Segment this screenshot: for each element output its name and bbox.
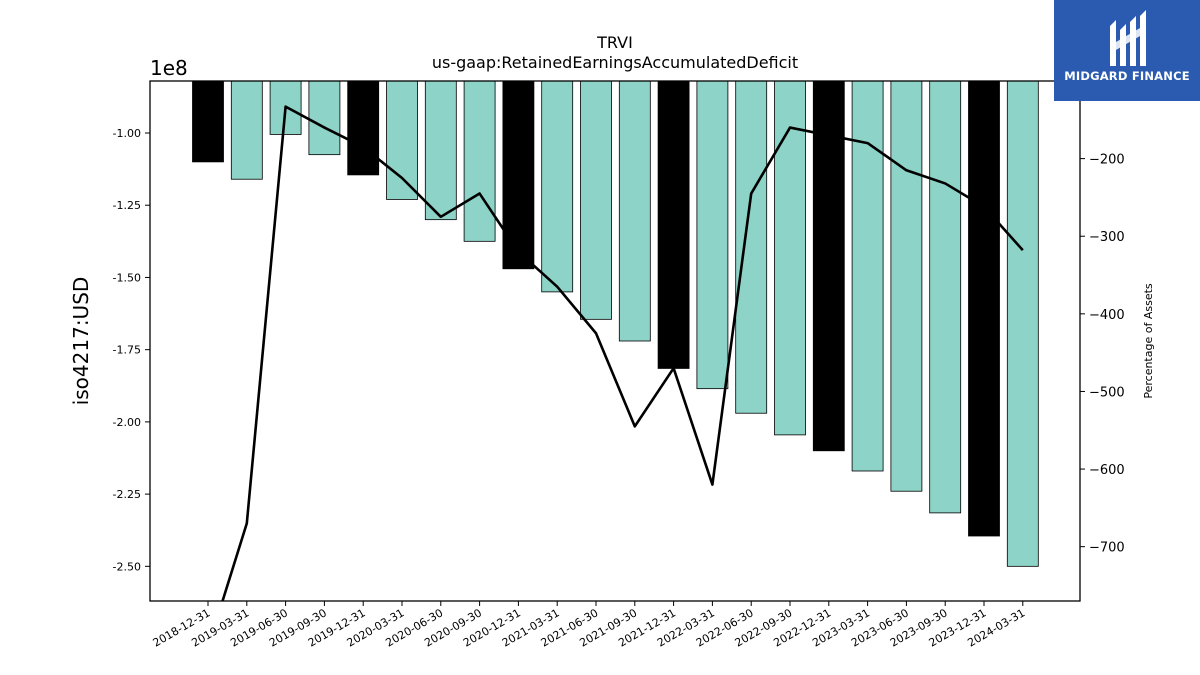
- y-right-tick-label: −600: [1089, 463, 1125, 478]
- plot-frame: [149, 80, 1081, 602]
- y-right-tick-label: −500: [1089, 385, 1125, 400]
- y-offset-label: 1e8: [150, 56, 188, 80]
- y-tick-label: -2.50: [113, 560, 141, 573]
- bar-2023-03-31: [851, 81, 884, 472]
- bar-2021-06-30: [580, 81, 612, 320]
- bar-2019-12-31: [347, 81, 380, 176]
- y-tick-label: -1.25: [113, 199, 141, 212]
- y-tick-label: -2.25: [113, 488, 141, 501]
- bar-2022-09-30: [774, 81, 806, 436]
- bar-series: [192, 81, 1039, 567]
- y-right-tick-label: −700: [1089, 541, 1125, 556]
- bar-2021-12-31: [657, 81, 690, 369]
- bar-2018-12-31: [192, 81, 224, 163]
- y-tick-label: -1.75: [113, 344, 141, 357]
- bar-2023-12-31: [968, 81, 1000, 537]
- y-tick-label: -1.00: [113, 127, 141, 140]
- bar-2020-06-30: [424, 81, 457, 221]
- y-right-tick-label: −300: [1089, 230, 1125, 245]
- bar-2022-03-31: [696, 81, 729, 390]
- bar-2022-12-31: [812, 81, 845, 452]
- bar-2022-06-30: [735, 81, 768, 414]
- bar-2021-09-30: [618, 81, 651, 342]
- y-tick-label: -2.00: [113, 416, 141, 429]
- bar-2019-03-31: [230, 81, 263, 180]
- chart-title: TRVI: [596, 33, 633, 52]
- midgard-logo-icon: [1110, 10, 1146, 66]
- bar-2023-06-30: [890, 81, 923, 492]
- brand-logo: MIDGARD FINANCE: [1054, 0, 1200, 101]
- bar-2021-03-31: [541, 81, 574, 293]
- bar-2019-09-30: [308, 81, 341, 156]
- y-axis-right-label: Percentage of Assets: [1142, 283, 1155, 399]
- y-axis-label: iso4217:USD: [69, 277, 93, 406]
- y-right-tick-label: −400: [1089, 308, 1125, 323]
- bar-2024-03-31: [1006, 81, 1039, 567]
- bar-2023-09-30: [929, 81, 962, 514]
- bar-2020-12-31: [502, 81, 535, 270]
- brand-logo-text: MIDGARD FINANCE: [1064, 69, 1190, 83]
- percentage-line-series: [221, 105, 1024, 601]
- chart-subtitle: us-gaap:RetainedEarningsAccumulatedDefic…: [432, 53, 798, 72]
- y-right-tick-label: −200: [1089, 153, 1125, 168]
- bar-2020-09-30: [463, 81, 496, 242]
- percentage-line: [221, 105, 1024, 601]
- bar-2020-03-31: [386, 81, 418, 200]
- y-tick-label: -1.50: [113, 271, 141, 284]
